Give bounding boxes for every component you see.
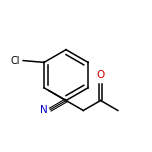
Text: O: O — [97, 70, 105, 80]
Text: N: N — [40, 105, 47, 116]
Text: Cl: Cl — [10, 56, 20, 66]
